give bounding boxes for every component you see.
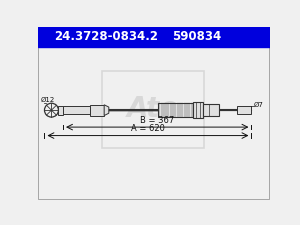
Bar	[63, 106, 90, 114]
Bar	[158, 103, 193, 117]
Polygon shape	[104, 105, 109, 116]
Text: B = 367: B = 367	[140, 116, 174, 125]
Bar	[58, 106, 63, 115]
Text: Ø7: Ø7	[254, 102, 264, 108]
Bar	[90, 105, 104, 116]
Text: 24.3728-0834.2: 24.3728-0834.2	[54, 30, 158, 43]
Bar	[203, 104, 219, 116]
Bar	[238, 106, 251, 114]
Text: A = 620: A = 620	[131, 124, 165, 133]
Text: 590834: 590834	[172, 30, 221, 43]
Bar	[102, 71, 204, 148]
Text: Ø12: Ø12	[40, 97, 55, 102]
Bar	[193, 102, 203, 118]
Text: Ate: Ate	[127, 95, 179, 123]
Bar	[38, 27, 270, 47]
